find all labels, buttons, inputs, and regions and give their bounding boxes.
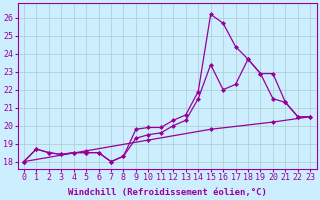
X-axis label: Windchill (Refroidissement éolien,°C): Windchill (Refroidissement éolien,°C) — [68, 188, 267, 197]
